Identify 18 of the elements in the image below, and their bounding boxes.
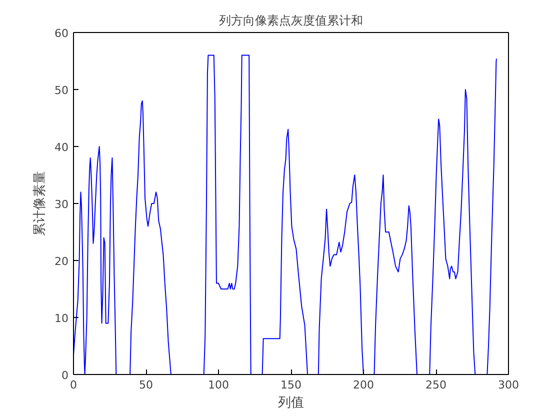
x-tick-label: 200: [353, 378, 374, 392]
x-tick-label: 150: [280, 378, 302, 392]
y-axis-title: 累计像素量: [32, 171, 48, 236]
x-axis-title: 列值: [278, 396, 304, 410]
x-tick-label: 0: [70, 378, 77, 392]
chart-title: 列方向像素点灰度值累计和: [219, 14, 363, 28]
y-tick-label: 50: [54, 84, 69, 97]
x-tick-label: 250: [426, 378, 446, 392]
x-tick-label: 50: [139, 378, 153, 392]
line-series: [74, 54, 497, 374]
y-tick-label: 40: [54, 141, 69, 154]
x-tick-label: 300: [498, 378, 519, 392]
y-tick-label: 30: [54, 198, 69, 211]
y-tick-label: 20: [54, 255, 69, 268]
y-tick-label: 0: [62, 369, 68, 382]
y-tick-label: 10: [54, 312, 69, 325]
y-tick-label: 60: [54, 27, 69, 40]
x-tick-label: 100: [208, 378, 229, 392]
